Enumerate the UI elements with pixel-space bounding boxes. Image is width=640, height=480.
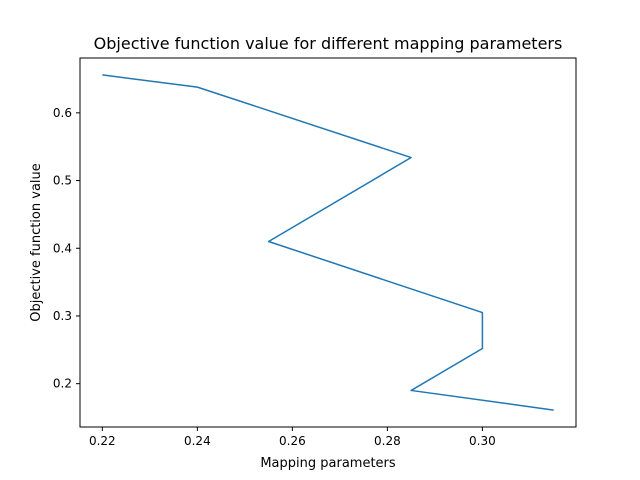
y-axis-label: Objective function value [29,163,44,322]
plot-area [102,74,554,411]
x-axis-label: Mapping parameters [260,456,396,471]
x-tick-label: 0.28 [374,434,401,448]
x-tick-label: 0.30 [469,434,496,448]
series-line-0 [102,74,554,411]
y-tick-label: 0.3 [53,309,72,323]
x-tick-label: 0.22 [89,434,116,448]
y-axis-ticks: 0.2 0.3 0.4 0.5 0.6 [53,106,80,391]
y-tick-label: 0.4 [53,241,72,255]
y-tick-label: 0.5 [53,174,72,188]
x-tick-label: 0.24 [184,434,211,448]
axes-frame [79,57,577,428]
chart-title: Objective function value for different m… [94,34,563,53]
x-axis-ticks: 0.22 0.24 0.26 0.28 0.30 [89,427,496,448]
x-tick-label: 0.26 [279,434,306,448]
y-tick-label: 0.6 [53,106,72,120]
y-tick-label: 0.2 [53,377,72,391]
